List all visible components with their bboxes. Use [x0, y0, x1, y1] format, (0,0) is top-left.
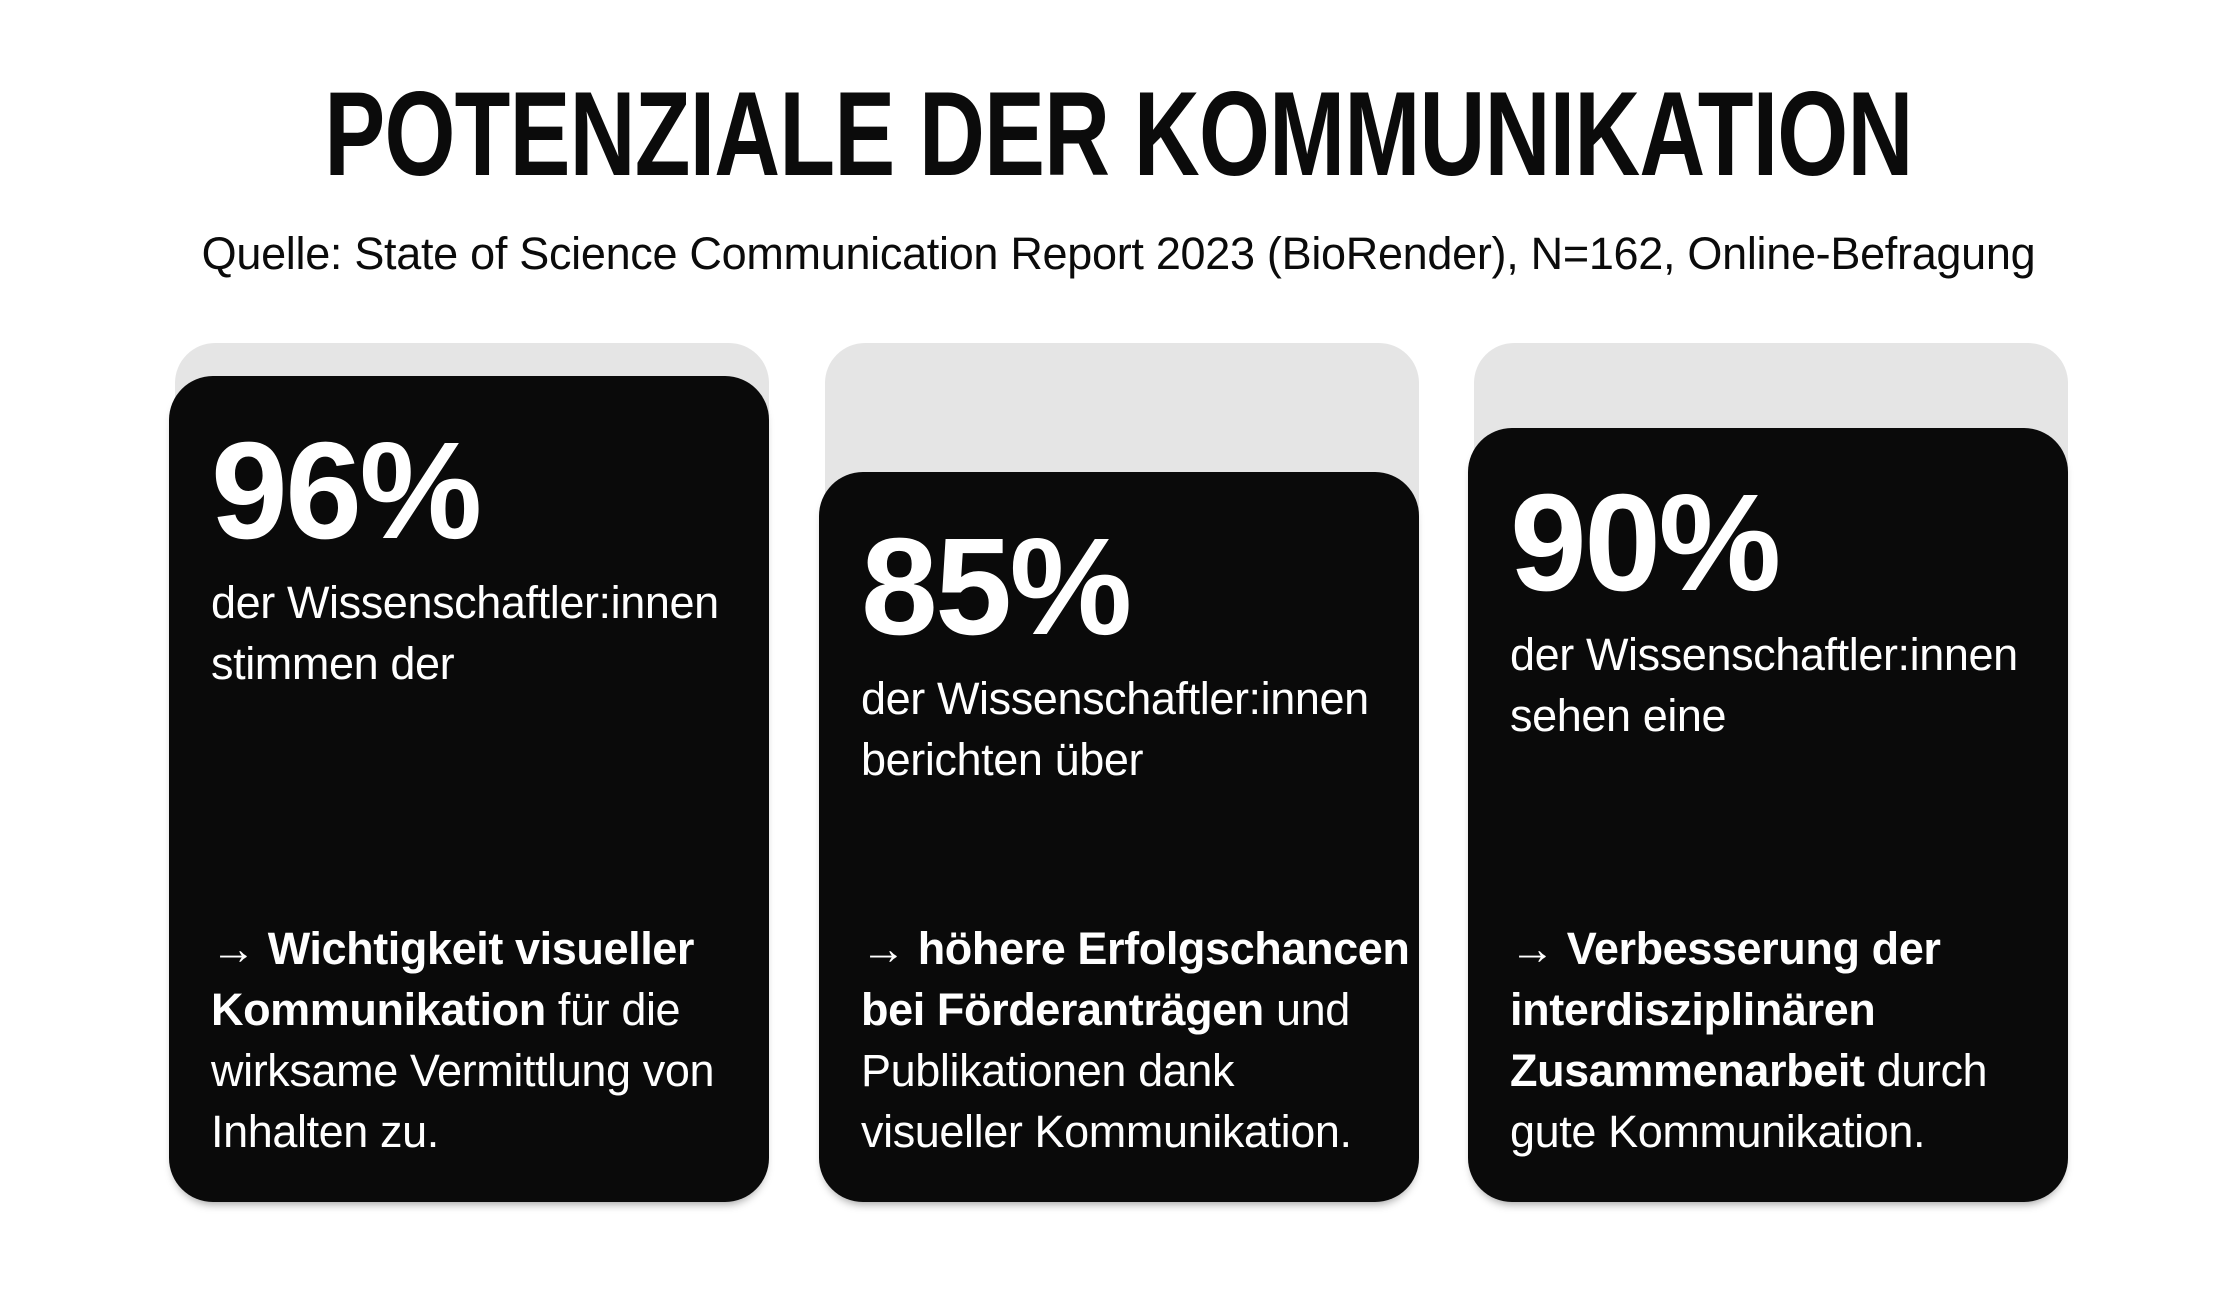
stat-value: 85% [861, 510, 1132, 664]
takeaway-line: wirksame Vermittlung von [211, 1040, 727, 1101]
takeaway-line: → Wichtigkeit visueller [211, 918, 727, 979]
takeaway-segment: durch [1864, 1045, 1988, 1096]
stat-description: der Wissenschaftler:innen berichten über [861, 668, 1377, 790]
stat-card: 90% der Wissenschaftler:innen sehen eine … [1468, 343, 2068, 1202]
arrow-right-icon: → [211, 923, 268, 974]
stat-description-line: der Wissenschaftler:innen [1510, 629, 2018, 680]
stat-description-line: sehen eine [1510, 690, 1727, 741]
takeaway-line: → höhere Erfolgschancen [861, 918, 1410, 979]
stat-value: 90% [1510, 466, 1781, 620]
takeaway-segment: höhere Erfolgschancen [917, 923, 1410, 974]
card-panel: 85% der Wissenschaftler:innen berichten ü… [819, 472, 1419, 1202]
stat-description-line: der Wissenschaftler:innen [211, 577, 719, 628]
takeaway-segment: wirksame Vermittlung von [211, 1045, 715, 1096]
stat-card: 96% der Wissenschaftler:innen stimmen der… [169, 343, 769, 1202]
takeaway-text: → höhere Erfolgschancen bei Förderanträge… [861, 918, 1410, 1162]
stat-value: 96% [211, 414, 482, 568]
takeaway-segment: Inhalten zu. [211, 1106, 439, 1157]
card-panel: 96% der Wissenschaftler:innen stimmen der… [169, 376, 769, 1202]
arrow-right-icon: → [1510, 923, 1567, 974]
stat-description: der Wissenschaftler:innen sehen eine [1510, 624, 2026, 746]
takeaway-segment: für die [545, 984, 681, 1035]
takeaway-line: gute Kommunikation. [1510, 1101, 2026, 1162]
stat-description-line: berichten über [861, 734, 1144, 785]
card-panel: 90% der Wissenschaftler:innen sehen eine … [1468, 428, 2068, 1202]
takeaway-segment: bei Förderanträgen [861, 984, 1264, 1035]
takeaway-line: Publikationen dank [861, 1040, 1377, 1101]
takeaway-segment: Kommunikation [211, 984, 546, 1035]
takeaway-line: bei Förderanträgen und [861, 979, 1377, 1040]
page-title: POTENZIALE DER KOMMUNIKATION [324, 67, 1913, 201]
takeaway-segment: Wichtigkeit visueller [267, 923, 695, 974]
source-caption: Quelle: State of Science Communication R… [201, 228, 2036, 279]
takeaway-segment: visueller Kommunikation. [861, 1106, 1352, 1157]
takeaway-segment: Zusammenarbeit [1510, 1045, 1865, 1096]
takeaway-line: interdisziplinären [1510, 979, 2026, 1040]
takeaway-text: → Wichtigkeit visueller Kommunikation für… [211, 918, 727, 1162]
arrow-right-icon: → [861, 923, 918, 974]
takeaway-line: Inhalten zu. [211, 1101, 727, 1162]
takeaway-line: → Verbesserung der [1510, 918, 2026, 979]
takeaway-line: visueller Kommunikation. [861, 1101, 1377, 1162]
takeaway-segment: gute Kommunikation. [1510, 1106, 1926, 1157]
takeaway-segment: und [1263, 984, 1350, 1035]
takeaway-segment: Verbesserung der [1566, 923, 1941, 974]
takeaway-line: Zusammenarbeit durch [1510, 1040, 2026, 1101]
takeaway-segment: interdisziplinären [1510, 984, 1876, 1035]
takeaway-text: → Verbesserung der interdisziplinären Zusa… [1510, 918, 2026, 1162]
stat-description: der Wissenschaftler:innen stimmen der [211, 572, 727, 694]
stat-card: 85% der Wissenschaftler:innen berichten ü… [819, 343, 1419, 1202]
takeaway-segment: Publikationen dank [861, 1045, 1235, 1096]
stat-description-line: stimmen der [211, 638, 455, 689]
stat-description-line: der Wissenschaftler:innen [861, 673, 1369, 724]
takeaway-line: Kommunikation für die [211, 979, 727, 1040]
